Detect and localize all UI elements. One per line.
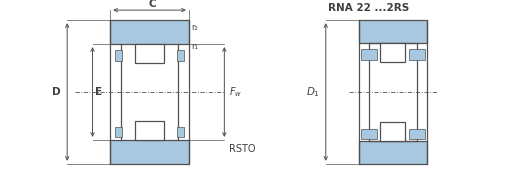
Bar [135,44,164,63]
Bar [359,141,427,164]
Bar [380,122,406,141]
Text: r₁: r₁ [192,42,198,51]
Text: r₂: r₂ [192,23,198,32]
Bar [361,129,377,139]
Text: D: D [52,87,61,97]
Text: C: C [148,0,156,9]
Text: RSTO: RSTO [230,144,256,153]
Bar [380,43,406,62]
Text: $F_w$: $F_w$ [230,85,242,99]
Bar [361,49,377,60]
Bar [177,50,185,61]
Text: E: E [95,87,102,97]
Bar [177,127,185,137]
Bar [115,50,122,61]
Bar [359,20,427,43]
Bar [409,49,425,60]
Bar [135,121,164,140]
Bar [115,127,122,137]
Text: RNA 22 ...2RS: RNA 22 ...2RS [329,3,410,13]
Bar [110,20,189,44]
Bar [409,129,425,139]
Bar [110,140,189,164]
Text: $D_1$: $D_1$ [306,85,320,99]
